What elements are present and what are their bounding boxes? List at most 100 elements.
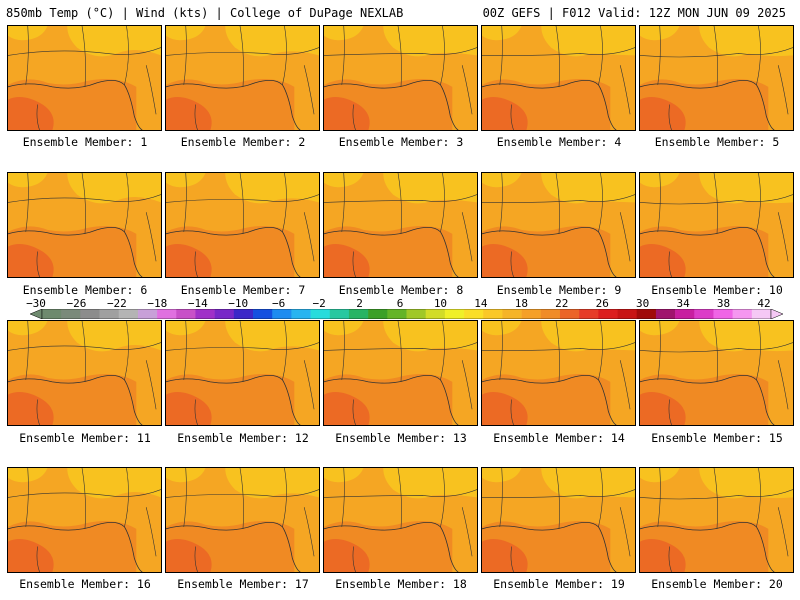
ensemble-panel (165, 320, 320, 426)
ensemble-panel-label: Ensemble Member: 4 (496, 135, 622, 149)
cool-region (166, 321, 206, 336)
ensemble-panel-label: Ensemble Member: 18 (335, 577, 467, 591)
state-border (640, 47, 793, 58)
colorbar-swatch (694, 309, 714, 319)
ensemble-panel-label: Ensemble Member: 14 (493, 431, 625, 445)
hot-region (324, 539, 370, 572)
ensemble-panel (323, 320, 478, 426)
hot-region (324, 97, 370, 130)
colorbar-swatch (137, 309, 158, 319)
colorbar-swatch (464, 309, 484, 319)
hot-region (482, 244, 528, 277)
state-border (166, 342, 319, 351)
state-border (341, 173, 445, 234)
cool-region (8, 321, 48, 336)
state-border (324, 47, 477, 56)
state-border (324, 489, 477, 498)
cool-region (8, 26, 48, 41)
colorbar-swatch (732, 309, 753, 319)
state-border (341, 321, 445, 382)
state-border (166, 47, 319, 56)
cool-region (8, 173, 48, 188)
coastline (324, 80, 459, 130)
state-border (324, 342, 477, 351)
ensemble-panel-label: Ensemble Member: 8 (338, 283, 464, 297)
coastline (166, 375, 301, 425)
hot-region (324, 392, 370, 425)
hot-region (8, 97, 54, 130)
hot-region (166, 539, 212, 572)
ensemble-panel-label: Ensemble Member: 5 (654, 135, 780, 149)
ensemble-panel-label: Ensemble Member: 20 (651, 577, 783, 591)
hot-region (324, 244, 370, 277)
colorbar-swatch (598, 309, 618, 319)
state-border (668, 212, 789, 277)
cool-region (640, 321, 680, 336)
cool-region (225, 26, 319, 57)
hot-region (8, 244, 54, 277)
hot-region (482, 392, 528, 425)
cool-region (699, 26, 793, 57)
ensemble-panel-label: Ensemble Member: 6 (22, 283, 148, 297)
coastline (8, 227, 143, 277)
state-border (352, 360, 473, 425)
cool-region (225, 468, 319, 499)
state-border (482, 342, 635, 351)
coastline (482, 80, 617, 130)
ensemble-panel (481, 25, 636, 131)
ensemble-panel-label: Ensemble Member: 2 (180, 135, 306, 149)
colorbar-swatch (444, 309, 465, 319)
header-right: 00Z GEFS | F012 Valid: 12Z MON JUN 09 20… (482, 6, 786, 20)
colorbar-right-arrow (770, 309, 783, 319)
state-border (341, 468, 445, 529)
cool-region (640, 173, 680, 188)
state-border (8, 342, 161, 351)
colorbar-left-arrow (30, 309, 43, 319)
colorbar-swatch (118, 309, 139, 319)
cool-region (699, 468, 793, 499)
coastline (324, 375, 459, 425)
ensemble-panel (165, 25, 320, 131)
colorbar-swatch (61, 309, 81, 319)
cool-region (166, 468, 206, 483)
coastline (640, 375, 775, 425)
ensemble-panel (639, 467, 794, 573)
colorbar-tick-label: 22 (555, 297, 569, 310)
state-border (8, 47, 161, 56)
coastline (482, 375, 617, 425)
state-border (183, 173, 287, 234)
colorbar-swatch (636, 309, 657, 319)
hot-region (166, 392, 212, 425)
ensemble-panel (639, 172, 794, 278)
state-border (482, 47, 635, 56)
colorbar-tick-label: −14 (187, 297, 208, 310)
coastline (8, 375, 143, 425)
colorbar-swatch (99, 309, 120, 319)
cool-region (482, 468, 522, 483)
cool-region (383, 26, 477, 57)
cool-region (8, 468, 48, 483)
state-border (25, 26, 129, 87)
colorbar-swatch (387, 309, 407, 319)
colorbar-tick-label: 30 (636, 297, 650, 310)
state-border (36, 507, 157, 572)
hot-region (8, 392, 54, 425)
colorbar-swatch (368, 309, 388, 319)
state-border (183, 468, 287, 529)
cool-region (225, 173, 319, 204)
ensemble-panel (481, 172, 636, 278)
colorbar-tick-label: 38 (716, 297, 731, 310)
state-border (324, 194, 477, 203)
cool-region (324, 26, 364, 41)
coastline (640, 227, 775, 277)
state-border (510, 212, 631, 277)
ensemble-panel (7, 320, 162, 426)
ensemble-panel-label: Ensemble Member: 10 (651, 283, 783, 297)
colorbar-swatch (675, 309, 695, 319)
ensemble-panel-label: Ensemble Member: 13 (335, 431, 467, 445)
colorbar-swatch (214, 309, 235, 319)
cool-region (640, 26, 680, 41)
colorbar-tick-label: −2 (312, 297, 326, 310)
hot-region (8, 539, 54, 572)
hot-region (166, 244, 212, 277)
